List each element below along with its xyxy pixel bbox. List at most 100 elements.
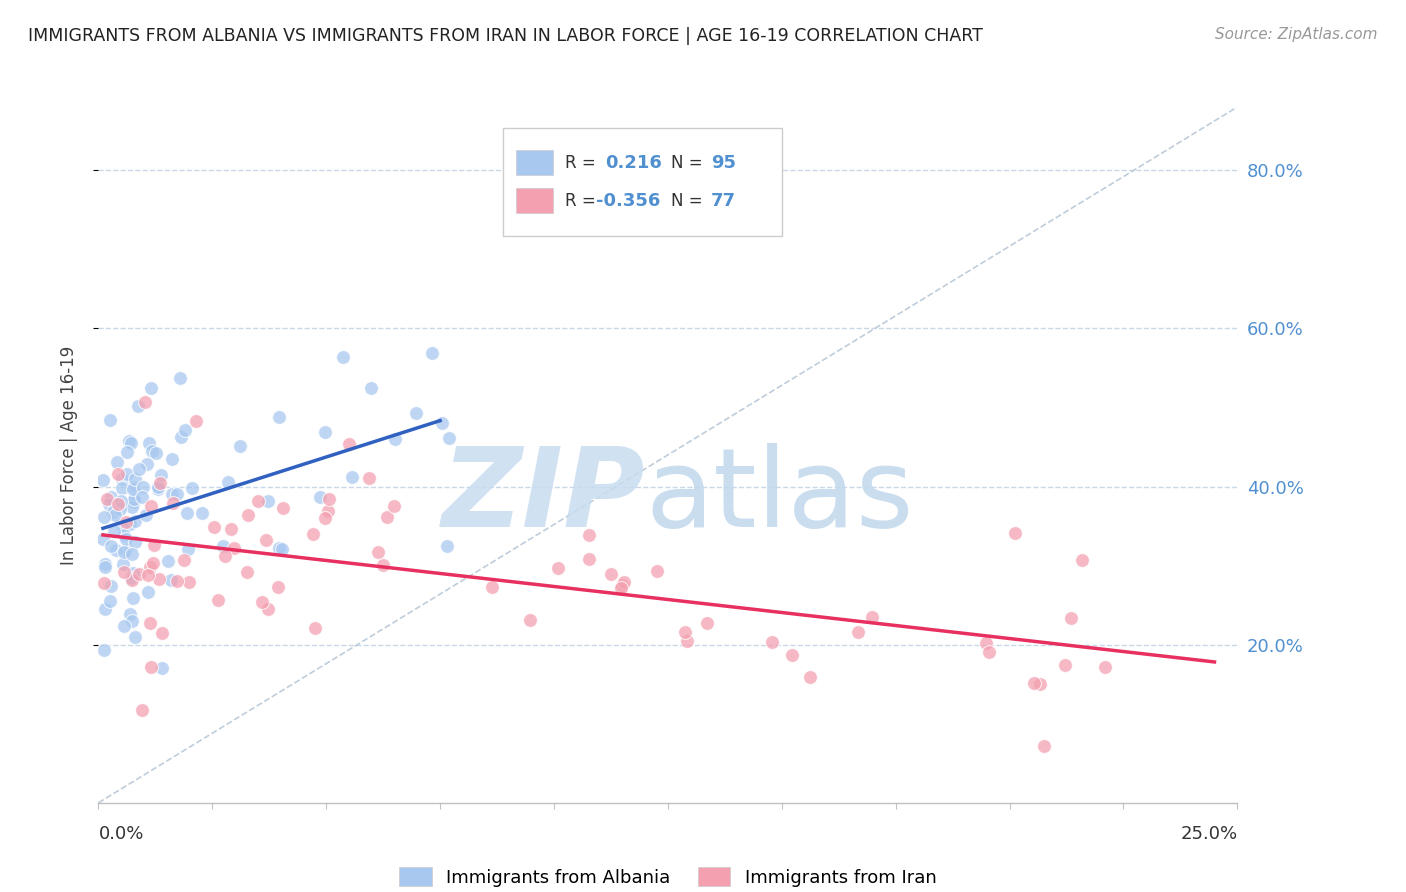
Point [104,508,127,522]
Point [112,619,135,633]
Point [169,371,191,385]
Text: R =: R = [565,192,602,210]
Point [96,491,118,506]
Bar [516,188,553,213]
Point [120,571,142,585]
Point [578,527,600,541]
Point [112,545,135,559]
Point [799,670,821,684]
Point [150,467,173,482]
Point [382,499,405,513]
Point [1070,553,1092,567]
Point [93,576,115,591]
Point [257,601,280,615]
Point [111,481,134,495]
Point [267,409,290,424]
Point [212,540,235,554]
Point [302,527,325,541]
Point [121,482,143,496]
Point [613,574,636,589]
Point [93,643,115,657]
Point [94,560,117,574]
Point [309,490,332,504]
Point [696,615,718,630]
Point [149,475,172,490]
Point [235,565,257,579]
Point [173,552,195,566]
Point [173,423,195,437]
Point [170,430,193,444]
Point [120,436,142,450]
Point [222,541,245,556]
Point [100,540,122,554]
Point [157,554,180,568]
Point [860,610,883,624]
Point [135,508,157,523]
Point [128,462,150,476]
Point [98,594,121,608]
Point [214,549,236,564]
Text: N =: N = [671,192,703,210]
Point [974,636,997,650]
Point [271,501,294,516]
Point [267,580,290,594]
Point [229,439,252,453]
Point [1004,525,1026,540]
Point [179,575,201,590]
Point [360,381,382,395]
Point [166,486,188,500]
Text: IMMIGRANTS FROM ALBANIA VS IMMIGRANTS FROM IRAN IN LABOR FORCE | AGE 16-19 CORRE: IMMIGRANTS FROM ALBANIA VS IMMIGRANTS FR… [28,27,983,45]
Point [146,482,169,496]
Point [166,574,188,589]
Point [271,542,294,557]
Point [176,506,198,520]
Point [780,648,803,662]
Legend: Immigrants from Albania, Immigrants from Iran: Immigrants from Albania, Immigrants from… [399,868,936,887]
Point [676,633,699,648]
Point [124,495,146,509]
Point [112,528,135,542]
Point [645,565,668,579]
Text: ZIP: ZIP [441,443,645,550]
Point [124,492,146,507]
Point [610,581,633,595]
Point [1054,657,1077,672]
Point [436,539,458,553]
Point [105,455,128,469]
Point [673,625,696,640]
Text: N =: N = [671,153,703,171]
Point [103,505,125,519]
Point [150,661,173,675]
Point [217,475,239,489]
Text: atlas: atlas [645,443,914,550]
Point [761,634,783,648]
Point [122,566,145,581]
Point [136,458,159,472]
Point [519,613,541,627]
Point [118,434,141,449]
Point [191,506,214,520]
Point [97,497,120,511]
Point [184,414,207,428]
Point [142,556,165,570]
Point [141,444,163,458]
Point [117,444,139,458]
Point [128,566,150,581]
Point [162,496,184,510]
Point [131,703,153,717]
Point [332,350,354,364]
Point [219,522,242,536]
Point [318,491,340,506]
Point [112,558,135,572]
Point [160,573,183,587]
Point [437,431,460,445]
Point [160,451,183,466]
Point [247,494,270,508]
FancyBboxPatch shape [503,128,782,235]
Point [121,500,143,514]
Point [94,557,117,571]
Point [1094,660,1116,674]
Point [91,473,114,487]
Point [384,432,406,446]
Point [122,480,145,494]
